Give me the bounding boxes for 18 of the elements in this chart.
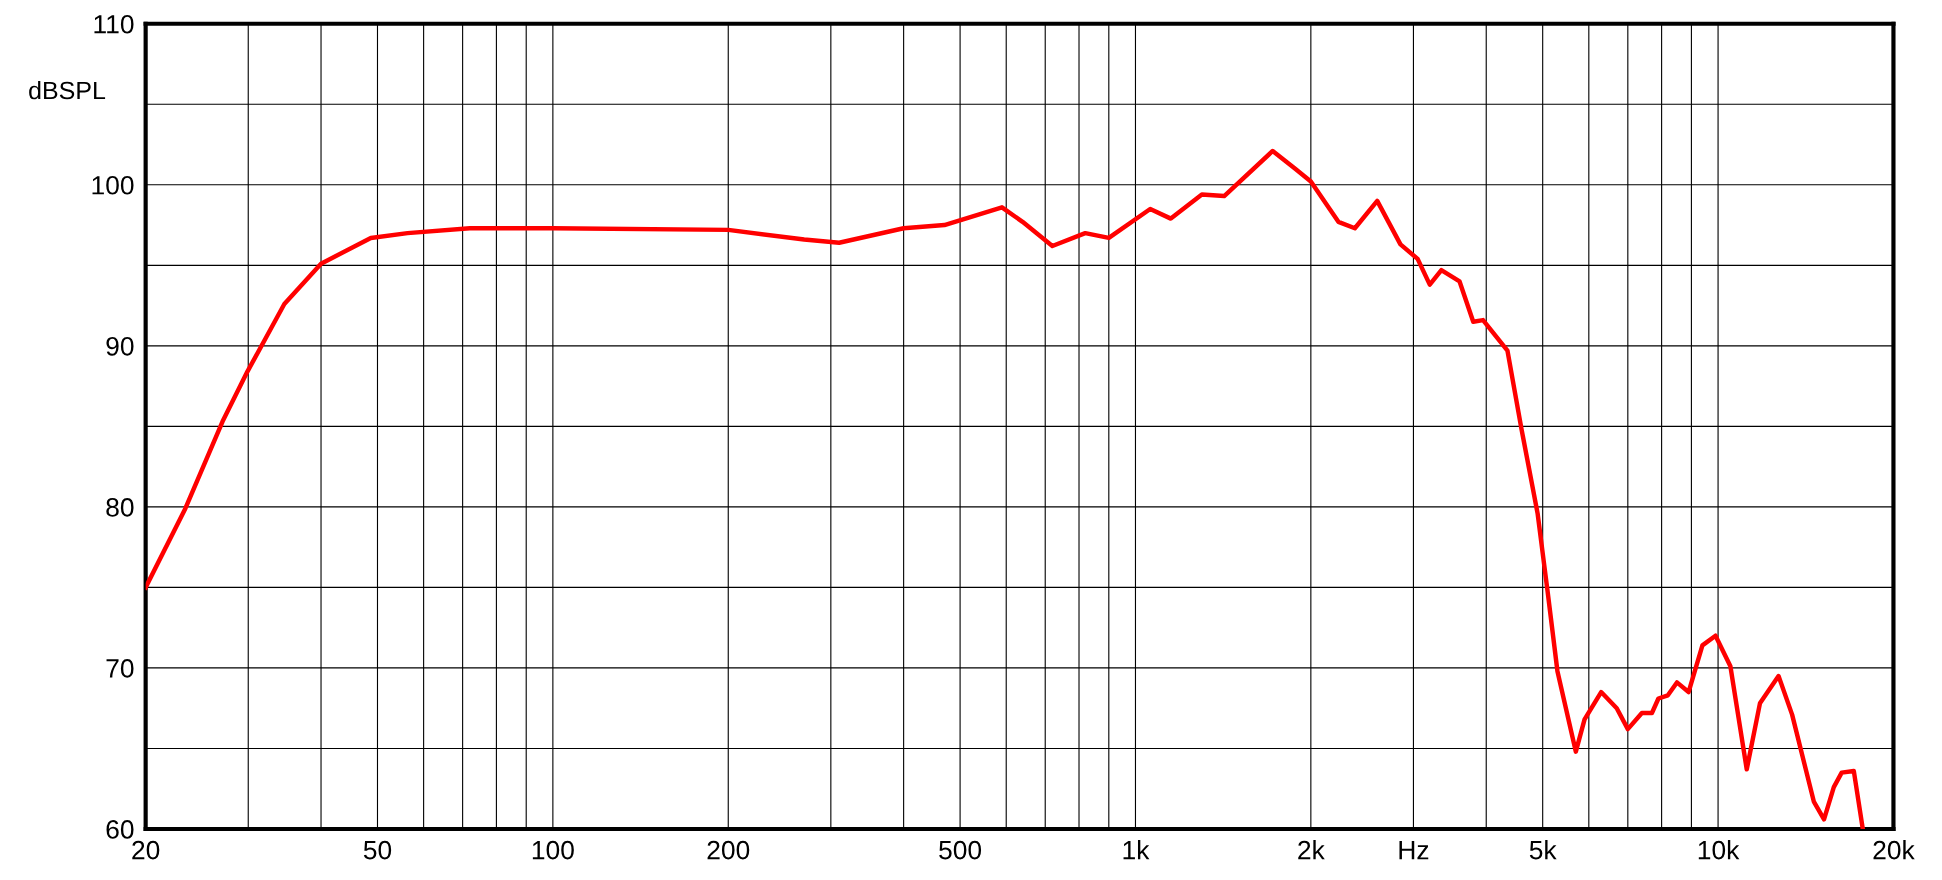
y-tick-label: 80 xyxy=(106,498,134,517)
y-tick-label: 100 xyxy=(92,175,134,195)
x-tick-label: Hz xyxy=(1399,841,1429,860)
x-tick-label: 5k xyxy=(1529,840,1557,860)
y-tick-label: 110 xyxy=(94,14,134,34)
y-tick-label: 60 xyxy=(106,820,134,839)
x-tick-label: 500 xyxy=(939,840,982,860)
x-tick-label: 20 xyxy=(132,840,160,860)
y-tick-label: 90 xyxy=(106,336,134,356)
x-tick-label: 200 xyxy=(707,840,750,860)
x-tick-label: 10k xyxy=(1698,840,1740,860)
x-tick-label: 2k xyxy=(1298,840,1325,860)
y-tick-label: 70 xyxy=(106,659,134,678)
x-tick-label: 50 xyxy=(363,840,392,860)
x-tick-label: 100 xyxy=(532,840,574,860)
x-tick-label: 20k xyxy=(1873,840,1915,860)
y-axis-title: dBSPL xyxy=(29,80,106,100)
x-tick-label: 1k xyxy=(1123,840,1150,860)
